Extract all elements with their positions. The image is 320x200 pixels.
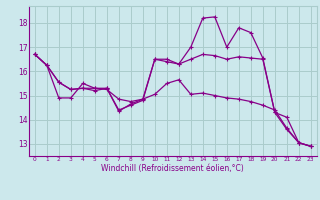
X-axis label: Windchill (Refroidissement éolien,°C): Windchill (Refroidissement éolien,°C) xyxy=(101,164,244,173)
